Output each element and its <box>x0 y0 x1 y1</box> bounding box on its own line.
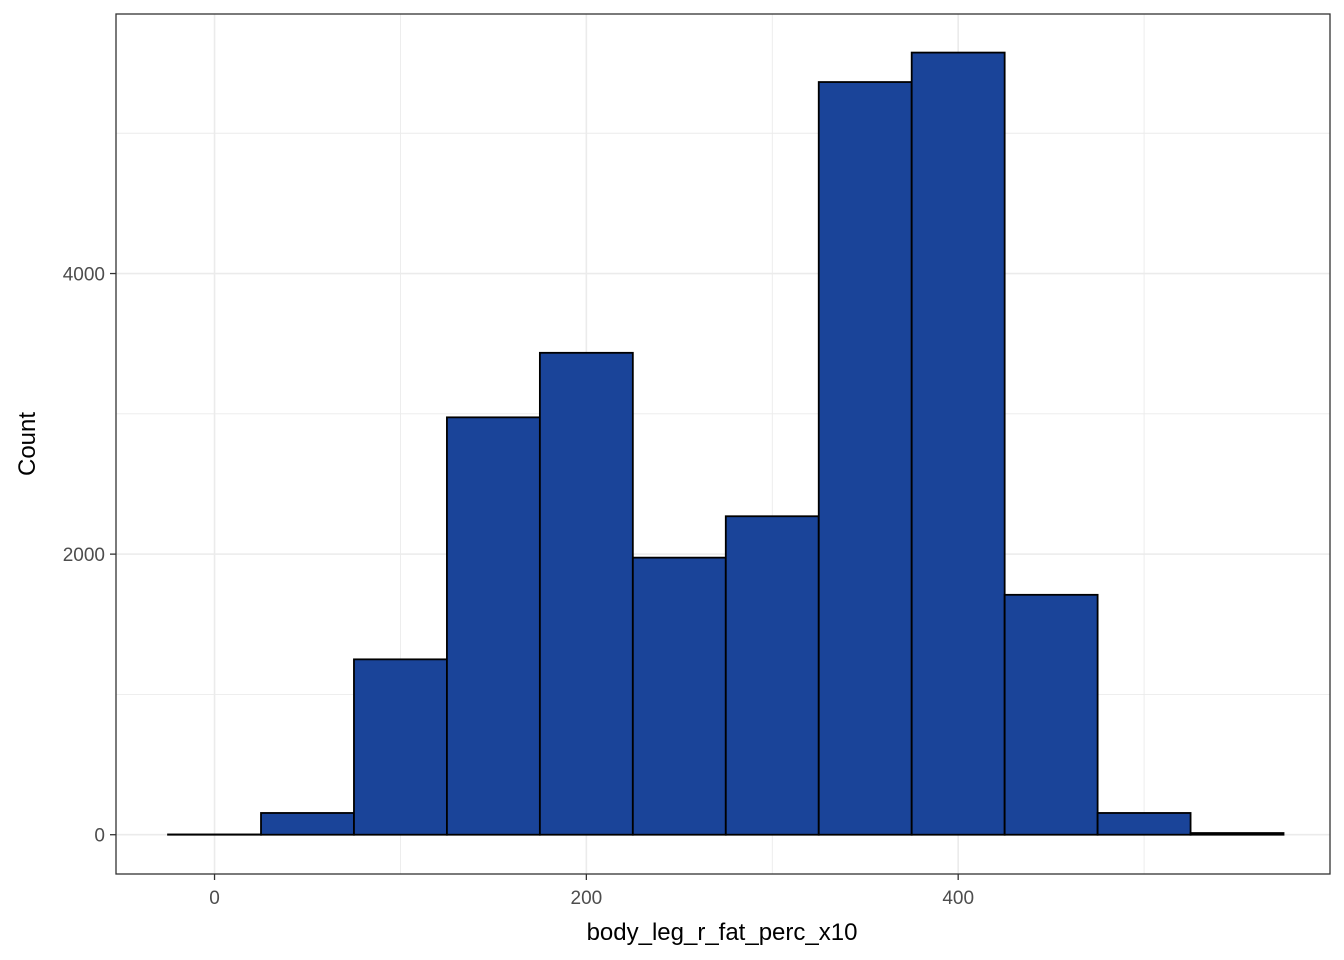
histogram-bar <box>724 515 820 836</box>
histogram-bar <box>260 812 355 836</box>
histogram-bars <box>167 51 1285 836</box>
y-tick-label: 0 <box>94 826 105 847</box>
histogram-bar <box>1189 832 1285 836</box>
histogram-bar <box>353 658 448 836</box>
histogram-bar <box>446 416 541 836</box>
y-tick-label: 2000 <box>63 545 105 566</box>
x-tick-label: 200 <box>571 888 603 909</box>
histogram-bar <box>1003 593 1099 836</box>
histogram-bar <box>631 556 727 836</box>
histogram-bar <box>910 51 1006 836</box>
histogram-bar <box>538 351 634 836</box>
x-tick-label: 0 <box>209 888 220 909</box>
x-axis-ticks: 0 200 400 <box>209 874 974 909</box>
y-axis-ticks: 0 2000 4000 <box>63 265 116 847</box>
x-axis-title: body_leg_r_fat_perc_x10 <box>587 919 858 946</box>
panel-border <box>115 13 1331 875</box>
y-axis-title: Count <box>14 412 41 476</box>
y-tick-label: 4000 <box>63 265 105 286</box>
histogram-bar <box>1096 812 1192 836</box>
histogram-bar <box>817 81 913 836</box>
x-tick-label: 400 <box>942 888 974 909</box>
